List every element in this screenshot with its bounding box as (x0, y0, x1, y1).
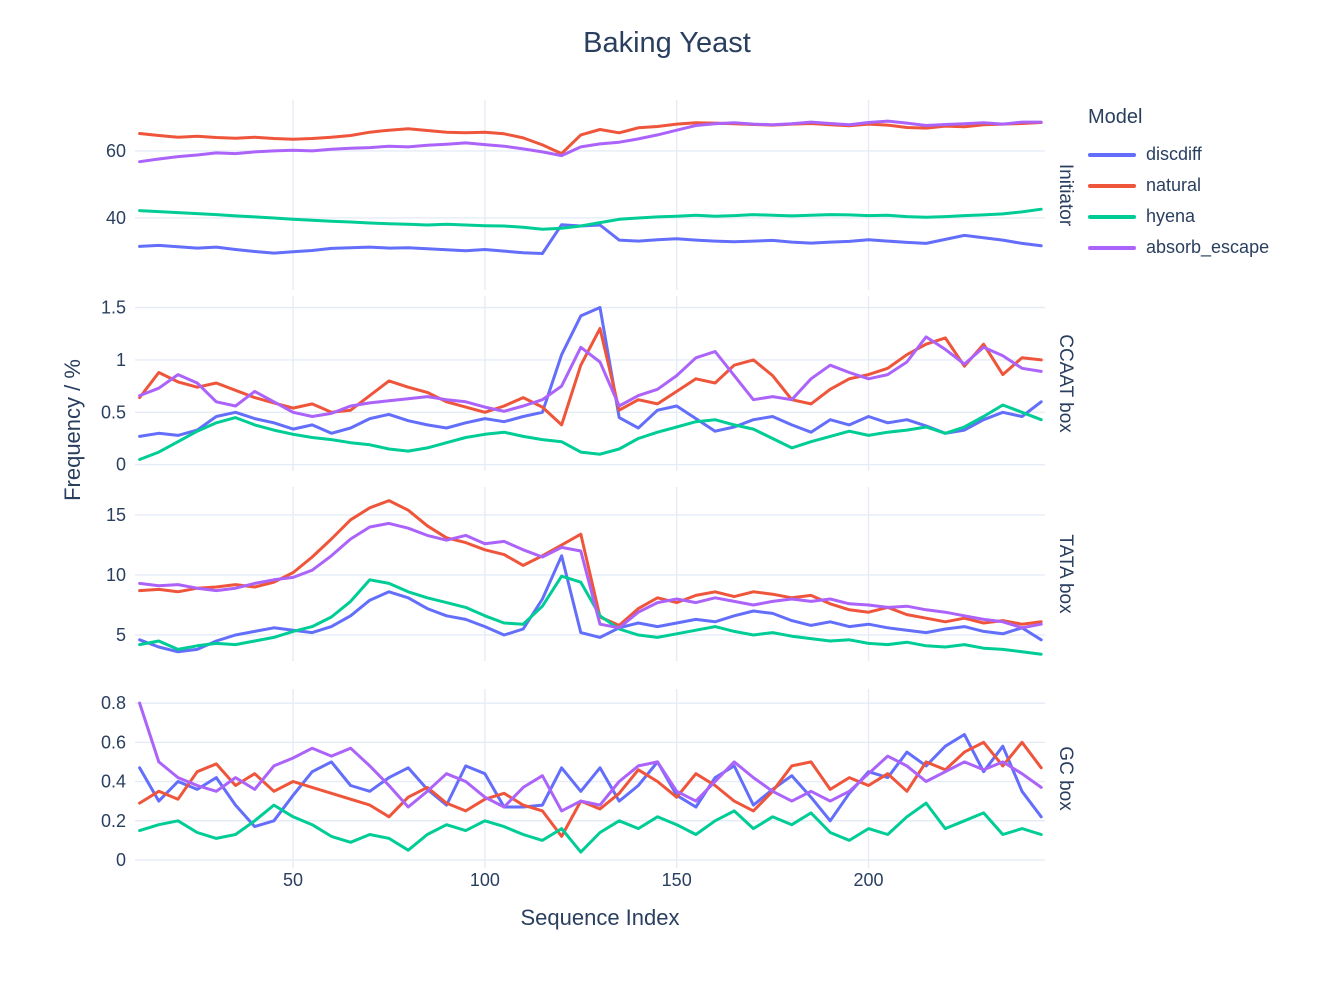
legend-entry-absorb-escape[interactable]: absorb_escape (1088, 232, 1269, 263)
y-tick-label-gc-box: 0.2 (101, 811, 126, 831)
legend-entry-discdiff[interactable]: discdiff (1088, 139, 1269, 170)
line-natural-gc-box (138, 740, 1043, 838)
x-axis-title: Sequence Index (520, 905, 679, 930)
y-tick-label-initiator: 40 (106, 208, 126, 228)
panel-label-tata-box: TATA box (1055, 534, 1076, 614)
line-hyena-tata-box (138, 574, 1043, 656)
line-absorb-escape-ccaat-box (138, 335, 1043, 418)
y-axis-title: Frequency / % (60, 359, 85, 501)
chart-title: Baking Yeast (583, 27, 751, 59)
legend: Model discdiff natural hyena absorb_escape (1088, 106, 1269, 263)
panel-label-gc-box: GC box (1055, 746, 1076, 811)
y-tick-label-gc-box: 0.6 (101, 732, 126, 752)
line-absorb-escape-tata-box (138, 521, 1043, 630)
y-tick-label-gc-box: 0.4 (101, 772, 126, 792)
x-tick-label: 200 (854, 870, 884, 890)
y-tick-label-ccaat-box: 0.5 (101, 402, 126, 422)
y-tick-label-gc-box: 0 (116, 850, 126, 870)
x-tick-label: 100 (470, 870, 500, 890)
y-tick-label-ccaat-box: 1 (116, 350, 126, 370)
line-discdiff-gc-box (138, 733, 1043, 829)
y-tick-label-tata-box: 10 (106, 565, 126, 585)
y-tick-label-ccaat-box: 1.5 (101, 298, 126, 318)
legend-swatch-natural (1088, 183, 1136, 188)
line-discdiff-initiator (138, 223, 1043, 255)
line-discdiff-tata-box (138, 554, 1043, 654)
legend-entries: discdiff natural hyena absorb_escape (1088, 139, 1269, 263)
y-tick-label-initiator: 60 (106, 141, 126, 161)
y-tick-label-gc-box: 0.8 (101, 693, 126, 713)
x-tick-label: 150 (662, 870, 692, 890)
legend-swatch-absorb-escape (1088, 245, 1136, 250)
line-hyena-initiator (138, 207, 1043, 231)
legend-label-absorb-escape: absorb_escape (1146, 237, 1270, 257)
tick-layer: 40 60 Initiator 0 0.5 1 1.5 CCAAT box 5 10 15 TATA … (101, 141, 1076, 890)
y-tick-label-tata-box: 15 (106, 505, 126, 525)
legend-label-natural: natural (1146, 175, 1202, 195)
y-tick-label-ccaat-box: 0 (116, 455, 126, 475)
x-tick-label: 50 (283, 870, 303, 890)
line-discdiff-ccaat-box (138, 306, 1043, 438)
line-absorb-escape-initiator (138, 119, 1043, 164)
legend-title: Model (1088, 106, 1143, 128)
line-natural-initiator (138, 121, 1043, 156)
legend-entry-natural[interactable]: natural (1088, 170, 1269, 201)
panel-label-ccaat-box: CCAAT box (1055, 334, 1076, 433)
line-hyena-gc-box (138, 801, 1043, 854)
legend-swatch-hyena (1088, 214, 1136, 219)
legend-label-hyena: hyena (1146, 206, 1196, 226)
legend-label-discdiff: discdiff (1146, 144, 1202, 164)
line-natural-ccaat-box (138, 327, 1043, 427)
y-tick-label-tata-box: 5 (116, 625, 126, 645)
line-hyena-ccaat-box (138, 403, 1043, 461)
legend-swatch-discdiff (1088, 152, 1136, 157)
line-absorb-escape-gc-box (138, 701, 1043, 813)
series-layer (138, 119, 1043, 854)
panel-label-initiator: Initiator (1055, 164, 1076, 227)
legend-entry-hyena[interactable]: hyena (1088, 201, 1269, 232)
